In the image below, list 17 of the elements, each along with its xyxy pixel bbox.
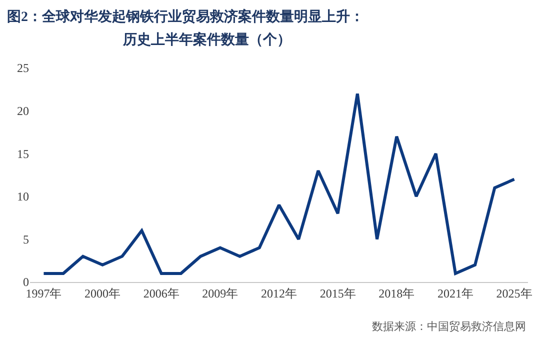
chart-title: 图2：全球对华发起钢铁行业贸易救济案件数量明显上升： [7,8,364,25]
x-tick-label: 2000年 [84,286,121,300]
source-note: 数据来源：中国贸易救济信息网 [372,320,526,333]
y-tick-label: 5 [23,232,29,246]
y-tick-label: 20 [17,104,29,118]
x-tick-label: 2018年 [378,286,415,300]
x-tick-label: 2012年 [261,286,297,300]
x-tick-label: 2006年 [143,286,180,300]
x-tick-label: 2025年 [496,286,532,300]
x-tick-label: 2021年 [437,286,474,300]
x-tick-label: 2009年 [202,286,238,300]
y-tick-label: 10 [17,190,29,204]
y-tick-label: 15 [17,146,29,161]
y-tick-label: 25 [17,61,29,76]
chart-subtitle: 历史上半年案件数量（个） [122,31,291,48]
line-series [42,92,516,275]
x-tick-label: 2015年 [320,286,356,300]
